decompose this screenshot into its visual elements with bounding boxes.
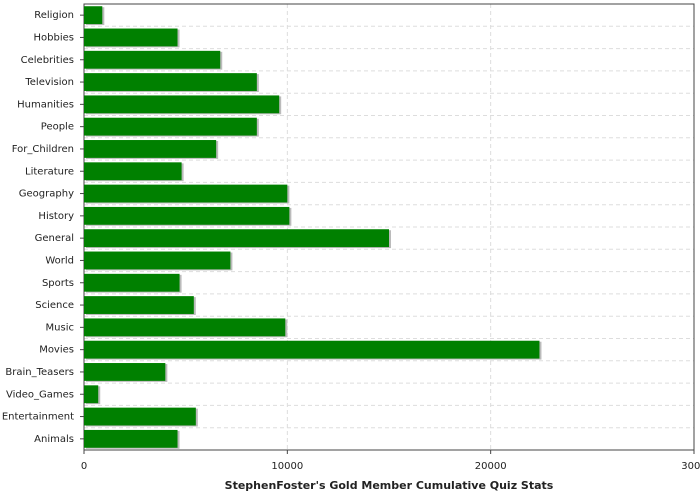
y-tick-label: People bbox=[41, 122, 74, 133]
y-tick-label: Sports bbox=[42, 278, 74, 289]
bar bbox=[84, 363, 166, 381]
y-tick-label: Video_Games bbox=[6, 389, 74, 400]
y-tick-label: Science bbox=[35, 300, 74, 311]
y-tick-label: For_Children bbox=[12, 144, 74, 155]
bar bbox=[84, 407, 196, 426]
bar bbox=[84, 340, 540, 359]
bar bbox=[84, 162, 182, 181]
chart-title: StephenFoster's Gold Member Cumulative Q… bbox=[225, 479, 554, 492]
y-tick-label: Hobbies bbox=[34, 32, 74, 43]
x-tick-label: 10000 bbox=[271, 461, 303, 472]
bar bbox=[84, 296, 194, 314]
y-tick-label: History bbox=[38, 211, 74, 222]
y-tick-label: Entertainment bbox=[2, 412, 74, 423]
y-tick-label: Humanities bbox=[17, 99, 74, 110]
bar bbox=[84, 6, 103, 25]
y-tick-label: Geography bbox=[19, 189, 74, 200]
bar bbox=[84, 229, 389, 248]
bar bbox=[84, 385, 99, 404]
y-tick-label: Religion bbox=[34, 10, 74, 21]
bar bbox=[84, 140, 217, 158]
bar bbox=[84, 28, 178, 47]
y-tick-label: Television bbox=[24, 77, 74, 88]
bar bbox=[84, 429, 178, 448]
y-tick-label: Animals bbox=[34, 434, 74, 445]
bar bbox=[84, 273, 180, 292]
bar bbox=[84, 206, 290, 225]
bar bbox=[84, 318, 286, 337]
y-tick-label: Literature bbox=[25, 166, 74, 177]
bar bbox=[84, 95, 280, 114]
x-tick-label: 3000 bbox=[681, 461, 700, 472]
bar bbox=[84, 117, 257, 136]
bar bbox=[84, 251, 231, 270]
bar bbox=[84, 50, 221, 69]
x-tick-label: 0 bbox=[81, 461, 87, 472]
y-tick-label: General bbox=[35, 233, 74, 244]
y-tick-label: Music bbox=[46, 322, 74, 333]
bar bbox=[84, 73, 257, 91]
y-tick-label: World bbox=[45, 255, 74, 266]
plot-frame bbox=[83, 3, 695, 451]
y-tick-label: Celebrities bbox=[21, 55, 74, 66]
y-tick-label: Brain_Teasers bbox=[5, 367, 74, 378]
y-tick-label: Movies bbox=[39, 345, 74, 356]
bar bbox=[84, 184, 288, 203]
x-tick-label: 20000 bbox=[475, 461, 507, 472]
